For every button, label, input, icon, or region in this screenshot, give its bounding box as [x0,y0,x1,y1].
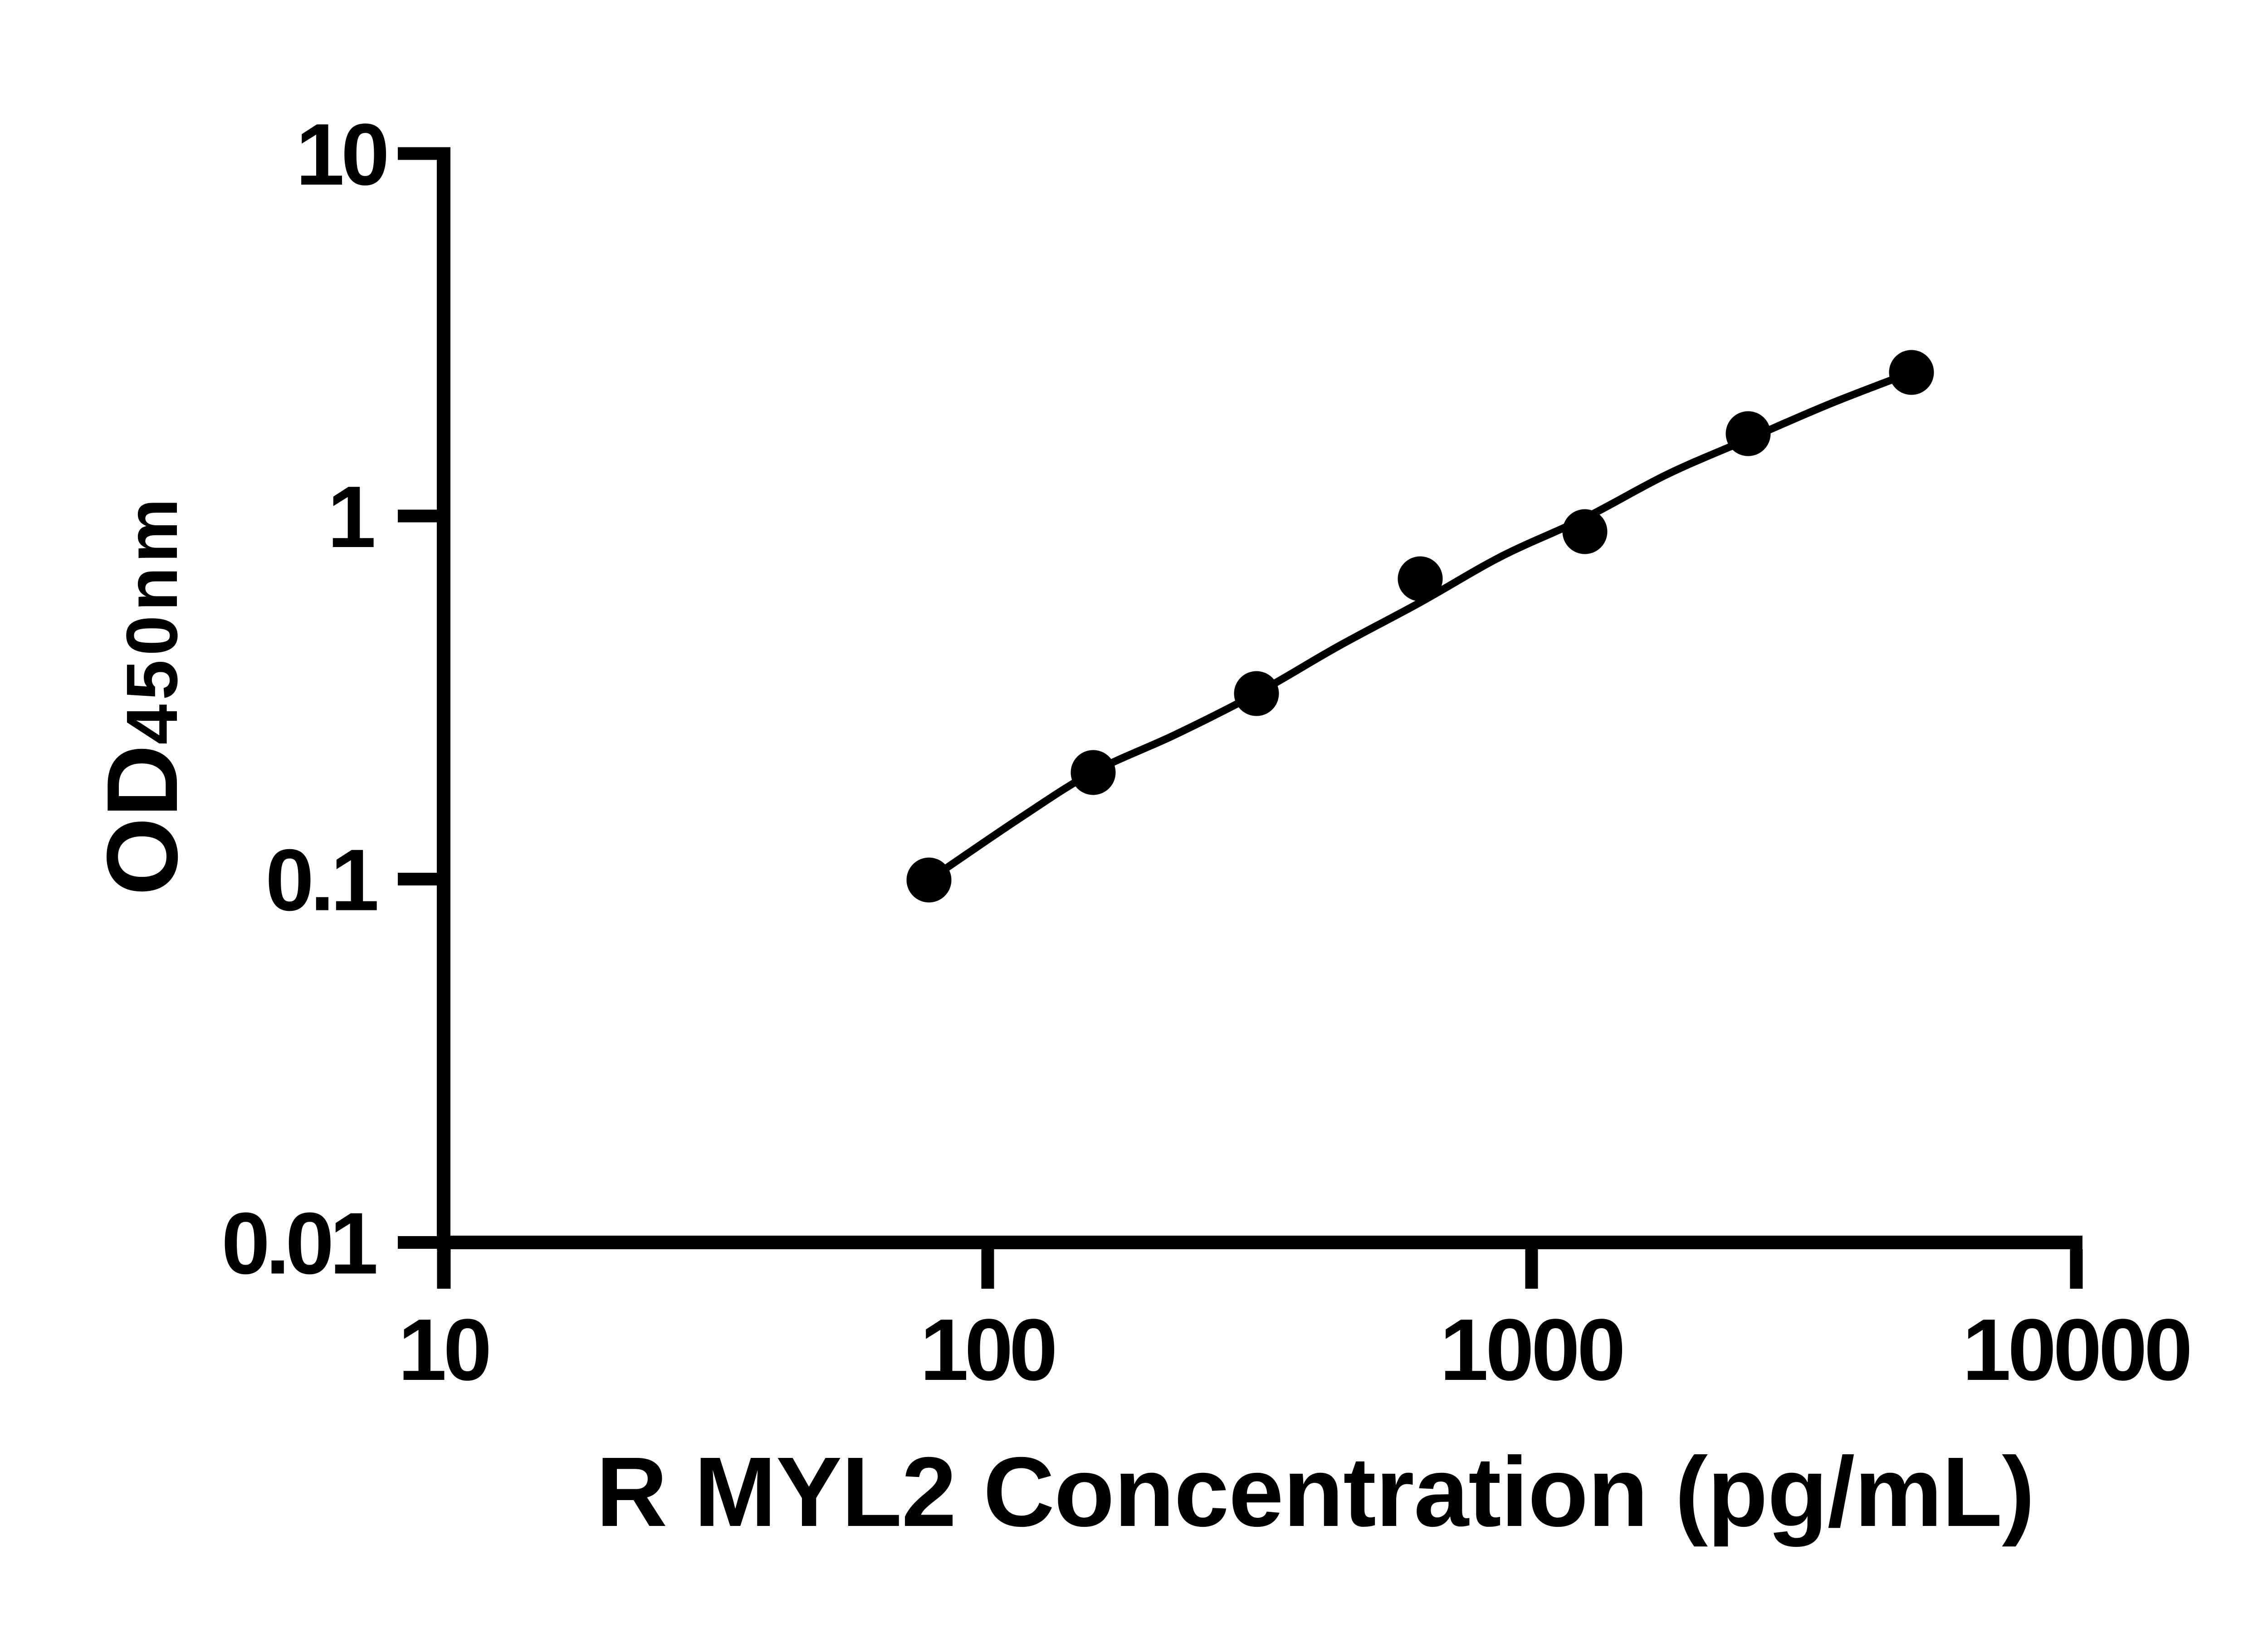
svg-text:10: 10 [398,1301,492,1398]
svg-text:R MYL2 Concentration (pg/mL): R MYL2 Concentration (pg/mL) [596,1437,2035,1547]
svg-text:1: 1 [327,468,376,566]
svg-text:1000: 1000 [1440,1301,1626,1398]
svg-text:100: 100 [920,1301,1058,1398]
svg-text:10000: 10000 [1962,1301,2193,1398]
svg-text:0.01: 0.01 [221,1194,378,1292]
svg-text:10: 10 [296,105,390,203]
svg-text:OD450nm: OD450nm [86,494,199,896]
svg-text:0.1: 0.1 [265,831,379,929]
